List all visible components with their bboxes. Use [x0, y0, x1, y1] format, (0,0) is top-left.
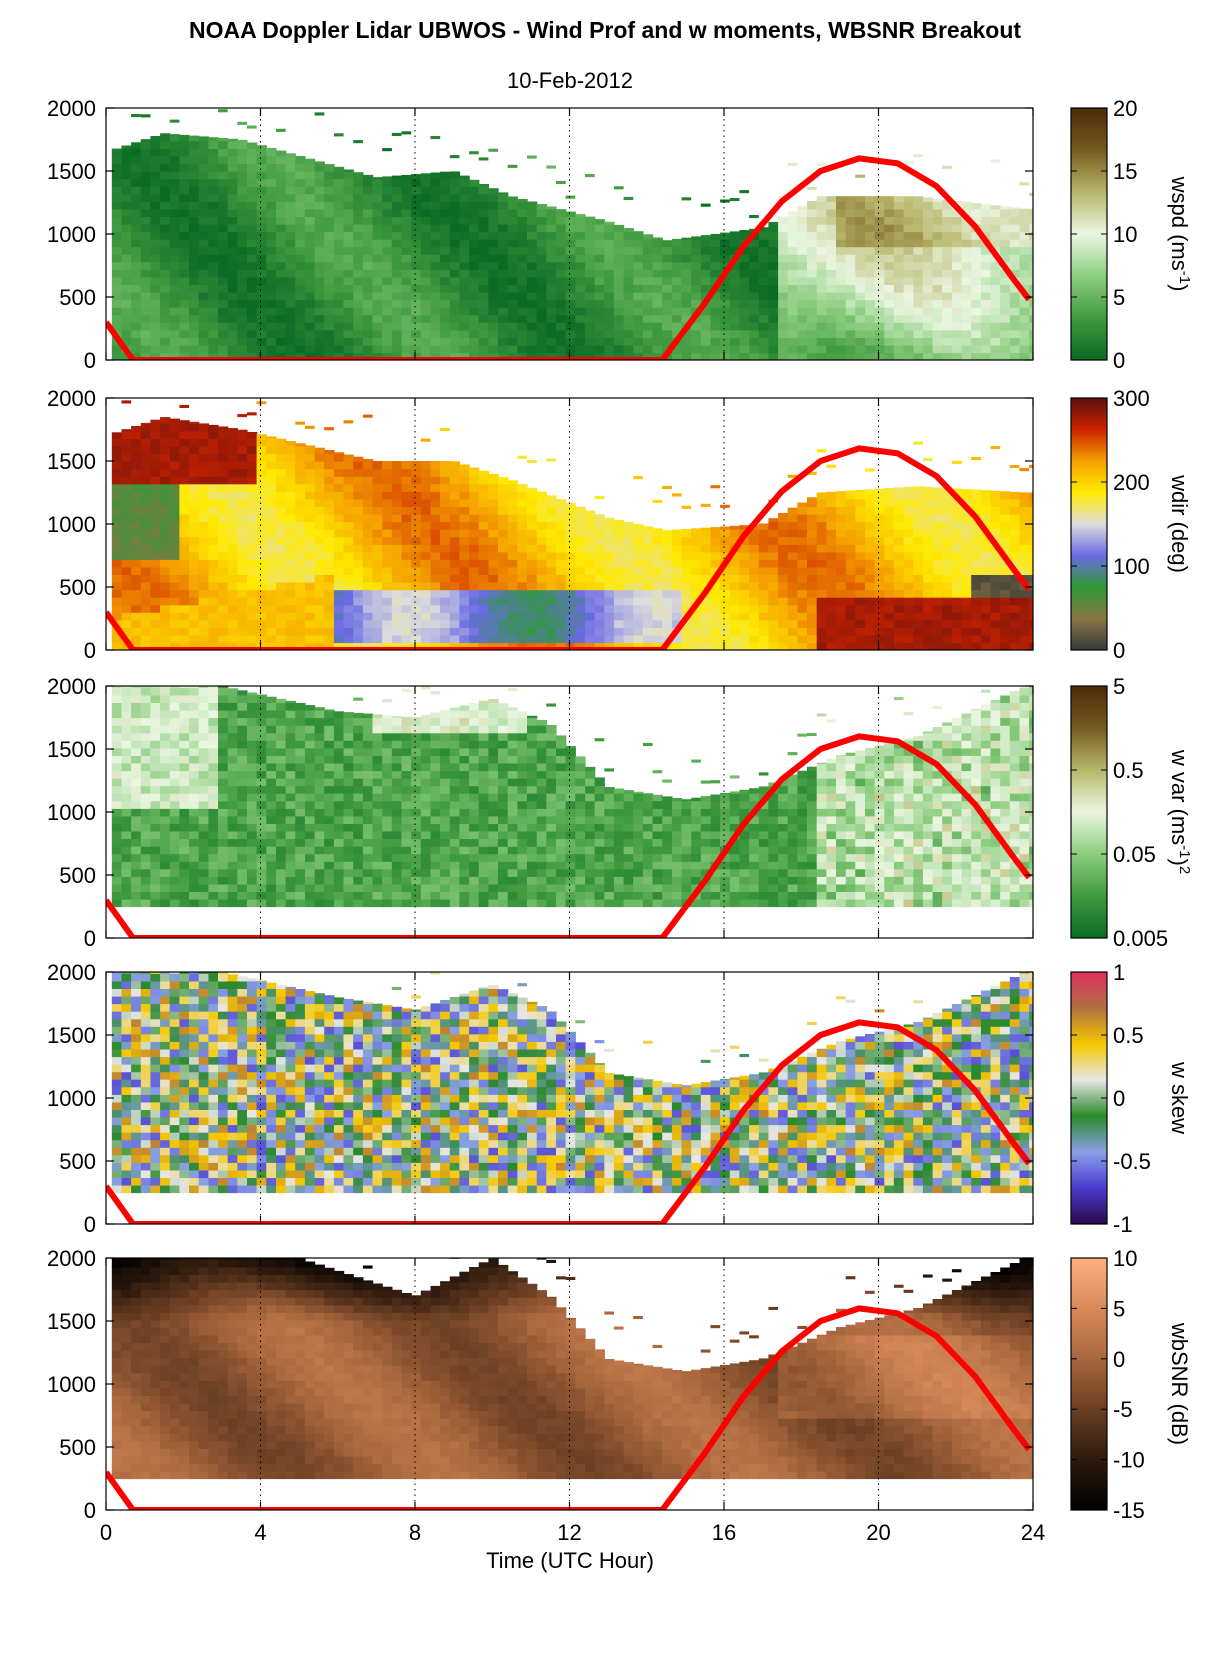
colorbar-tick-label: 0.5: [1113, 1023, 1144, 1048]
y-tick-label: 1500: [47, 1023, 96, 1048]
heatmap-cells: [112, 686, 1040, 907]
x-tick-label: 24: [1021, 1520, 1045, 1545]
colorbar-tick-label: 300: [1113, 386, 1150, 411]
y-tick-label: 0: [84, 1498, 96, 1523]
colorbar-tick-label: 20: [1113, 96, 1137, 121]
y-tick-label: 500: [59, 863, 96, 888]
y-tick-label: 1000: [47, 1372, 96, 1397]
colorbar-label: wspd (ms-1): [1167, 176, 1194, 292]
x-tick-label: 20: [866, 1520, 890, 1545]
colorbar-label: wbSNR (dB): [1167, 1322, 1192, 1445]
colorbar-tick-label: -1: [1113, 1212, 1133, 1237]
colorbar-tick-label: 0.005: [1113, 926, 1168, 951]
colorbar-w-skew: -1 -0.5 0 0.5 1 w skew: [1071, 960, 1192, 1237]
colorbar-wdir: 0 100 200 300 wdir (deg): [1071, 386, 1192, 663]
colorbar-tick-label: -5: [1113, 1397, 1133, 1422]
colorbar-tick-label: 0: [1113, 1347, 1125, 1372]
colorbar-label: w var (ms-1)2: [1167, 749, 1194, 874]
y-tick-label: 2000: [47, 1246, 96, 1271]
figure-subtitle: 10-Feb-2012: [507, 68, 633, 93]
y-tick-label: 1500: [47, 737, 96, 762]
colorbar-wspd: 0 5 10 15 20 wspd (ms-1): [1071, 96, 1194, 373]
colorbar-tick-label: 1: [1113, 960, 1125, 985]
y-tick-label: 0: [84, 926, 96, 951]
panel-wdir: 0 500 1000 1500 2000 0 100 200 300 wdir (deg): [47, 386, 1192, 663]
x-tick-label: 0: [100, 1520, 112, 1545]
colorbar-tick-label: -10: [1113, 1448, 1145, 1473]
y-tick-label: 1000: [47, 512, 96, 537]
colorbar-tick-label: -0.5: [1113, 1149, 1151, 1174]
panel-w-var: 0 500 1000 1500 2000 0.005 0.05 0.5 5 w var (ms-1…: [47, 674, 1193, 951]
heatmap-cells: [112, 971, 1040, 1193]
y-tick-label: 2000: [47, 386, 96, 411]
y-tick-label: 2000: [47, 960, 96, 985]
y-tick-label: 1500: [47, 1309, 96, 1334]
x-tick-label: 8: [409, 1520, 421, 1545]
colorbar-tick-label: 0.05: [1113, 842, 1156, 867]
y-tick-label: 0: [84, 348, 96, 373]
x-tick-label: 16: [712, 1520, 736, 1545]
colorbar-tick-label: 5: [1113, 285, 1125, 310]
colorbar-label: w skew: [1167, 1061, 1192, 1134]
heatmap-cells: [112, 395, 1040, 651]
panel-w-skew: 0 500 1000 1500 2000 -1 -0.5 0 0.5 1 w skew: [47, 960, 1192, 1237]
y-tick-label: 0: [84, 1212, 96, 1237]
colorbar-tick-label: 200: [1113, 470, 1150, 495]
colorbar-tick-label: -15: [1113, 1498, 1145, 1523]
colorbar-tick-label: 10: [1113, 1246, 1137, 1271]
panel-wspd: 0 500 1000 1500 2000 0 5 10 15 20 wspd (ms-1): [47, 96, 1193, 373]
y-tick-label: 1000: [47, 1086, 96, 1111]
colorbar-w-var: 0.005 0.05 0.5 5 w var (ms-1)2: [1071, 674, 1194, 951]
y-tick-label: 2000: [47, 96, 96, 121]
y-tick-label: 500: [59, 1435, 96, 1460]
colorbar-tick-label: 0: [1113, 348, 1125, 373]
y-tick-label: 2000: [47, 674, 96, 699]
colorbar-tick-label: 0: [1113, 638, 1125, 663]
y-tick-label: 500: [59, 285, 96, 310]
colorbar-tick-label: 10: [1113, 222, 1137, 247]
y-tick-label: 500: [59, 1149, 96, 1174]
colorbar-tick-label: 100: [1113, 554, 1150, 579]
colorbar-tick-label: 0: [1113, 1086, 1125, 1111]
y-tick-label: 1500: [47, 159, 96, 184]
y-tick-label: 0: [84, 638, 96, 663]
colorbar-wbSNR: -15 -10 -5 0 5 10 wbSNR (dB): [1071, 1246, 1192, 1523]
colorbar-tick-label: 5: [1113, 674, 1125, 699]
x-tick-label: 4: [254, 1520, 266, 1545]
x-axis-label: Time (UTC Hour): [486, 1548, 654, 1573]
colorbar-tick-label: 5: [1113, 1296, 1125, 1321]
y-tick-label: 500: [59, 575, 96, 600]
figure-title: NOAA Doppler Lidar UBWOS - Wind Prof and…: [189, 17, 1021, 43]
colorbar-label: wdir (deg): [1167, 474, 1192, 573]
y-tick-label: 1000: [47, 222, 96, 247]
y-tick-label: 1500: [47, 449, 96, 474]
colorbar-tick-label: 15: [1113, 159, 1137, 184]
x-tick-label: 12: [557, 1520, 581, 1545]
panel-wbSNR: 0 500 1000 1500 2000 0 4 8 12 16 20 24 -15 -10 -5 0 5 10 w…: [47, 1246, 1192, 1545]
heatmap-cells: [112, 1255, 1040, 1479]
colorbar-tick-label: 0.5: [1113, 758, 1144, 783]
y-tick-label: 1000: [47, 800, 96, 825]
heatmap-cells: [112, 109, 1040, 360]
